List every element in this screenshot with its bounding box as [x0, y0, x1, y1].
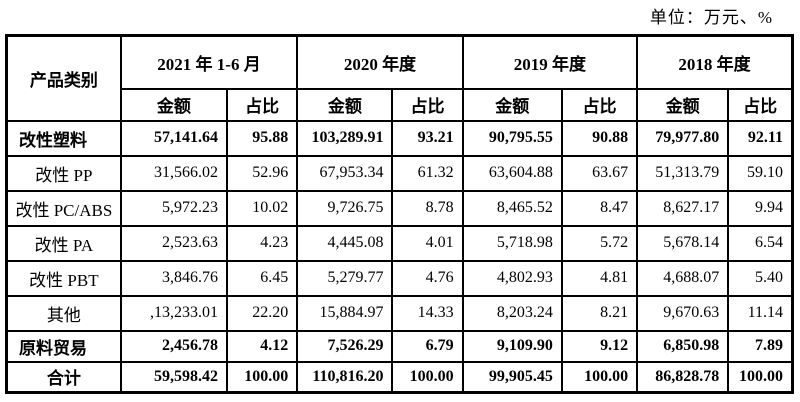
- table-row: 改性 PBT 3,846.76 6.45 5,279.77 4.76 4,802.93 4.…: [5, 259, 794, 297]
- product-name-cell: 改性 PA: [5, 224, 122, 262]
- ratio-cell: 8.21: [560, 294, 639, 332]
- ratio-cell: 6.79: [391, 329, 464, 363]
- amount-cell: 99,905.45: [461, 360, 563, 394]
- ratio-cell: 59.10: [727, 154, 794, 192]
- amount-cell: 9,670.63: [636, 294, 730, 332]
- ratio-header-2021: 占比: [226, 87, 299, 122]
- ratio-cell: 93.21: [391, 119, 464, 157]
- amount-cell: 5,972.23: [119, 189, 229, 227]
- product-name-cell: 合计: [5, 360, 122, 394]
- ratio-cell: 22.20: [226, 294, 299, 332]
- ratio-cell: 100.00: [226, 360, 299, 394]
- ratio-cell: 4.12: [226, 329, 299, 363]
- product-revenue-table: 产品类别 2021 年 1-6 月 2020 年度 2019 年度 2018 年…: [5, 34, 794, 394]
- amount-cell: 79,977.80: [636, 119, 730, 157]
- ratio-cell: 90.88: [560, 119, 639, 157]
- amount-cell: 15,884.97: [296, 294, 394, 332]
- ratio-cell: 4.76: [391, 259, 464, 297]
- ratio-cell: 9.12: [560, 329, 639, 363]
- header-period-row: 产品类别 2021 年 1-6 月 2020 年度 2019 年度 2018 年…: [5, 34, 794, 122]
- amount-cell: 4,802.93: [461, 259, 563, 297]
- product-name-cell: 改性塑料: [5, 119, 122, 157]
- amount-cell: 8,627.17: [636, 189, 730, 227]
- ratio-cell: 92.11: [727, 119, 794, 157]
- ratio-cell: 6.54: [727, 224, 794, 262]
- ratio-cell: 7.89: [727, 329, 794, 363]
- ratio-cell: 100.00: [560, 360, 639, 394]
- amount-cell: 9,109.90: [461, 329, 563, 363]
- period-header-2021: 2021 年 1-6 月: [119, 34, 299, 90]
- amount-cell: 9,726.75: [296, 189, 394, 227]
- table-row: 合计 59,598.42 100.00 110,816.20 100.00 99,905.…: [5, 360, 794, 394]
- ratio-cell: 52.96: [226, 154, 299, 192]
- table-row: 改性 PC/ABS 5,972.23 10.02 9,726.75 8.78 8,465.…: [5, 189, 794, 227]
- ratio-cell: 95.88: [226, 119, 299, 157]
- table-row: 改性 PP 31,566.02 52.96 67,953.34 61.32 63,604.…: [5, 154, 794, 192]
- product-name-cell: 改性 PBT: [5, 259, 122, 297]
- amount-cell: 67,953.34: [296, 154, 394, 192]
- ratio-cell: 100.00: [727, 360, 794, 394]
- amount-cell: 3,846.76: [119, 259, 229, 297]
- ratio-cell: 61.32: [391, 154, 464, 192]
- product-name-cell: 改性 PC/ABS: [5, 189, 122, 227]
- amount-cell: 103,289.91: [296, 119, 394, 157]
- product-name-cell: 原料贸易: [5, 329, 122, 363]
- ratio-header-2020: 占比: [391, 87, 464, 122]
- period-header-2019: 2019 年度: [461, 34, 639, 90]
- amount-cell: 8,203.24: [461, 294, 563, 332]
- table-body: 改性塑料 57,141.64 95.88 103,289.91 93.21 90,795.…: [5, 119, 794, 394]
- header-measure-row: 金额 占比 金额 占比 金额 占比 金额 占比: [7, 87, 794, 122]
- ratio-cell: 9.94: [727, 189, 794, 227]
- amount-cell: 57,141.64: [119, 119, 229, 157]
- amount-cell: 59,598.42: [119, 360, 229, 394]
- ratio-cell: 10.02: [226, 189, 299, 227]
- table-row: 改性 PA 2,523.63 4.23 4,445.08 4.01 5,718.98 5.7…: [5, 224, 794, 262]
- ratio-cell: 5.72: [560, 224, 639, 262]
- amount-cell: 4,445.08: [296, 224, 394, 262]
- amount-cell: 5,279.77: [296, 259, 394, 297]
- amount-cell: ,13,233.01: [119, 294, 229, 332]
- amount-cell: 7,526.29: [296, 329, 394, 363]
- amount-cell: 110,816.20: [296, 360, 394, 394]
- period-header-2020: 2020 年度: [296, 34, 464, 90]
- amount-header-2020: 金额: [296, 87, 394, 122]
- amount-cell: 4,688.07: [636, 259, 730, 297]
- amount-cell: 5,718.98: [461, 224, 563, 262]
- amount-cell: 63,604.88: [461, 154, 563, 192]
- ratio-header-2019: 占比: [560, 87, 639, 122]
- ratio-cell: 6.45: [226, 259, 299, 297]
- amount-header-2019: 金额: [461, 87, 563, 122]
- amount-cell: 31,566.02: [119, 154, 229, 192]
- product-name-cell: 改性 PP: [5, 154, 122, 192]
- amount-cell: 51,313.79: [636, 154, 730, 192]
- ratio-cell: 4.01: [391, 224, 464, 262]
- amount-cell: 8,465.52: [461, 189, 563, 227]
- period-header-2018: 2018 年度: [636, 34, 794, 90]
- ratio-cell: 5.40: [727, 259, 794, 297]
- ratio-cell: 4.81: [560, 259, 639, 297]
- unit-label: 单位：万元、%: [649, 8, 773, 27]
- product-category-header: 产品类别: [5, 34, 122, 122]
- ratio-cell: 8.47: [560, 189, 639, 227]
- ratio-cell: 11.14: [727, 294, 794, 332]
- ratio-cell: 8.78: [391, 189, 464, 227]
- product-name-cell: 其他: [5, 294, 122, 332]
- amount-header-2018: 金额: [636, 87, 730, 122]
- ratio-cell: 63.67: [560, 154, 639, 192]
- amount-cell: 5,678.14: [636, 224, 730, 262]
- table-header: 产品类别 2021 年 1-6 月 2020 年度 2019 年度 2018 年…: [5, 34, 794, 122]
- amount-cell: 6,850.98: [636, 329, 730, 363]
- ratio-cell: 14.33: [391, 294, 464, 332]
- ratio-cell: 4.23: [226, 224, 299, 262]
- table-row: 改性塑料 57,141.64 95.88 103,289.91 93.21 90,795.…: [5, 119, 794, 157]
- table-row: 其他 ,13,233.01 22.20 15,884.97 14.33 8,203.24 8…: [5, 294, 794, 332]
- amount-cell: 90,795.55: [461, 119, 563, 157]
- amount-cell: 2,523.63: [119, 224, 229, 262]
- ratio-header-2018: 占比: [727, 87, 794, 122]
- amount-header-2021: 金额: [119, 87, 229, 122]
- amount-cell: 2,456.78: [119, 329, 229, 363]
- amount-cell: 86,828.78: [636, 360, 730, 394]
- table-row: 原料贸易 2,456.78 4.12 7,526.29 6.79 9,109.90 9.12…: [5, 329, 794, 363]
- ratio-cell: 100.00: [391, 360, 464, 394]
